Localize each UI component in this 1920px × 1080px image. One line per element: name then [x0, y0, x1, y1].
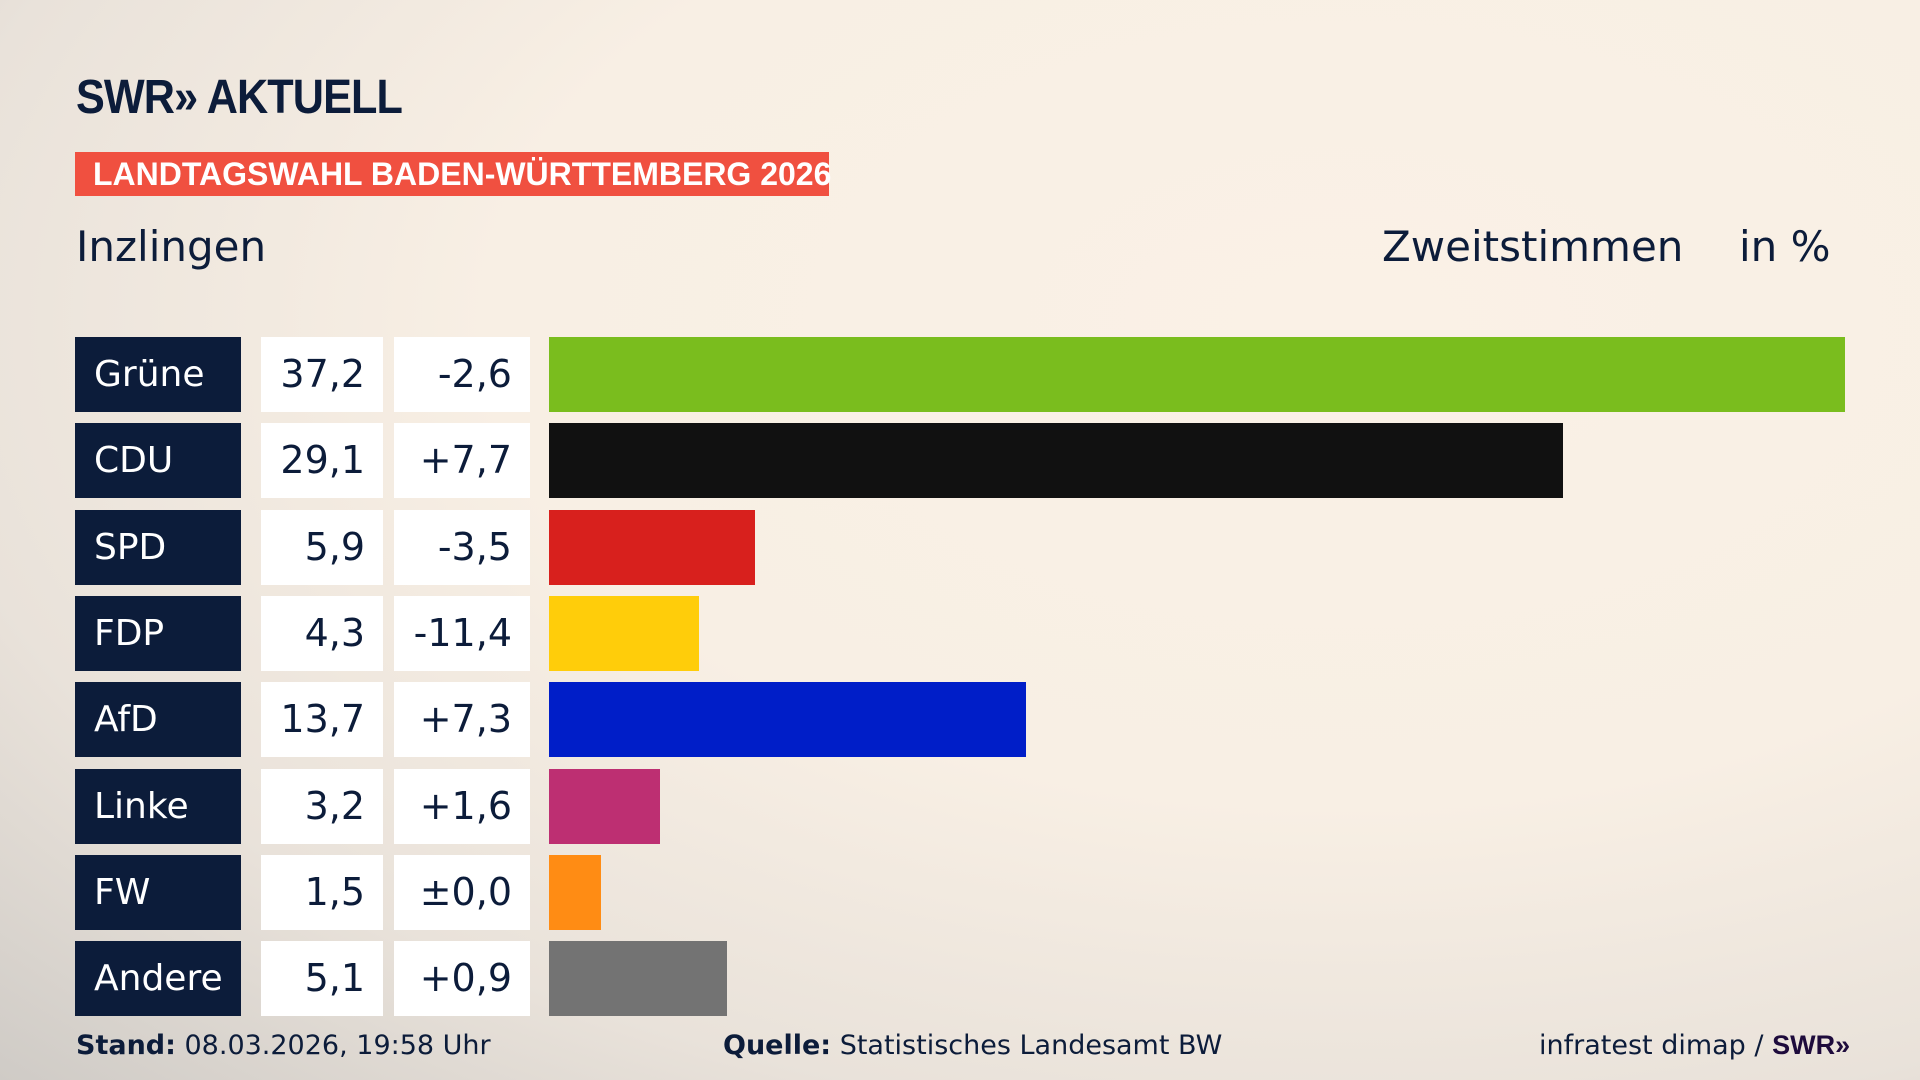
- party-label: CDU: [75, 423, 241, 499]
- bar-fdp: [549, 595, 699, 671]
- party-label: Linke: [75, 768, 241, 844]
- party-label: Andere: [75, 941, 241, 1017]
- bar-fw: [549, 854, 602, 930]
- bar-grüne: [549, 337, 1845, 412]
- change-label: +7,7: [394, 423, 530, 499]
- bar-linke: [549, 768, 661, 844]
- bar-cdu: [549, 423, 1563, 499]
- party-label: Grüne: [75, 337, 241, 412]
- source-value: Statistisches Landesamt BW: [831, 1030, 1223, 1061]
- change-label: ±0,0: [394, 854, 530, 930]
- change-label: -11,4: [394, 595, 530, 671]
- swr-logo: SWR»: [1772, 1030, 1851, 1060]
- change-label: -3,5: [394, 509, 530, 585]
- party-label: SPD: [75, 509, 241, 585]
- municipality-title: Inzlingen: [76, 222, 267, 271]
- source-label: Quelle:: [723, 1030, 832, 1061]
- value-label: 5,9: [261, 509, 383, 585]
- bar-andere: [549, 941, 727, 1017]
- source: Quelle: Statistisches Landesamt BW: [723, 1030, 1222, 1061]
- value-label: 29,1: [261, 423, 383, 499]
- stand-value: 08.03.2026, 19:58 Uhr: [175, 1030, 491, 1061]
- swr-aktuell-logo: SWR» AKTUELL: [76, 71, 403, 124]
- credit-text: infratest dimap /: [1539, 1030, 1773, 1061]
- change-label: -2,6: [394, 337, 530, 412]
- value-label: 37,2: [261, 337, 383, 412]
- timestamp: Stand: 08.03.2026, 19:58 Uhr: [76, 1030, 491, 1061]
- stand-label: Stand:: [76, 1030, 176, 1061]
- bar-afd: [549, 682, 1027, 758]
- metric-label: Zweitstimmen: [1382, 222, 1684, 271]
- value-label: 4,3: [261, 595, 383, 671]
- change-label: +1,6: [394, 768, 530, 844]
- value-label: 13,7: [261, 682, 383, 758]
- election-banner: LANDTAGSWAHL BADEN-WÜRTTEMBERG 2026: [75, 152, 831, 196]
- change-label: +7,3: [394, 682, 530, 758]
- party-label: FDP: [75, 595, 241, 671]
- party-label: FW: [75, 854, 241, 930]
- value-label: 3,2: [261, 768, 383, 844]
- party-label: AfD: [75, 682, 241, 758]
- change-label: +0,9: [394, 941, 530, 1017]
- unit-label: in %: [1739, 222, 1831, 271]
- credit: infratest dimap / SWR»: [1539, 1030, 1850, 1061]
- value-label: 1,5: [261, 854, 383, 930]
- value-label: 5,1: [261, 941, 383, 1017]
- bar-spd: [549, 509, 755, 585]
